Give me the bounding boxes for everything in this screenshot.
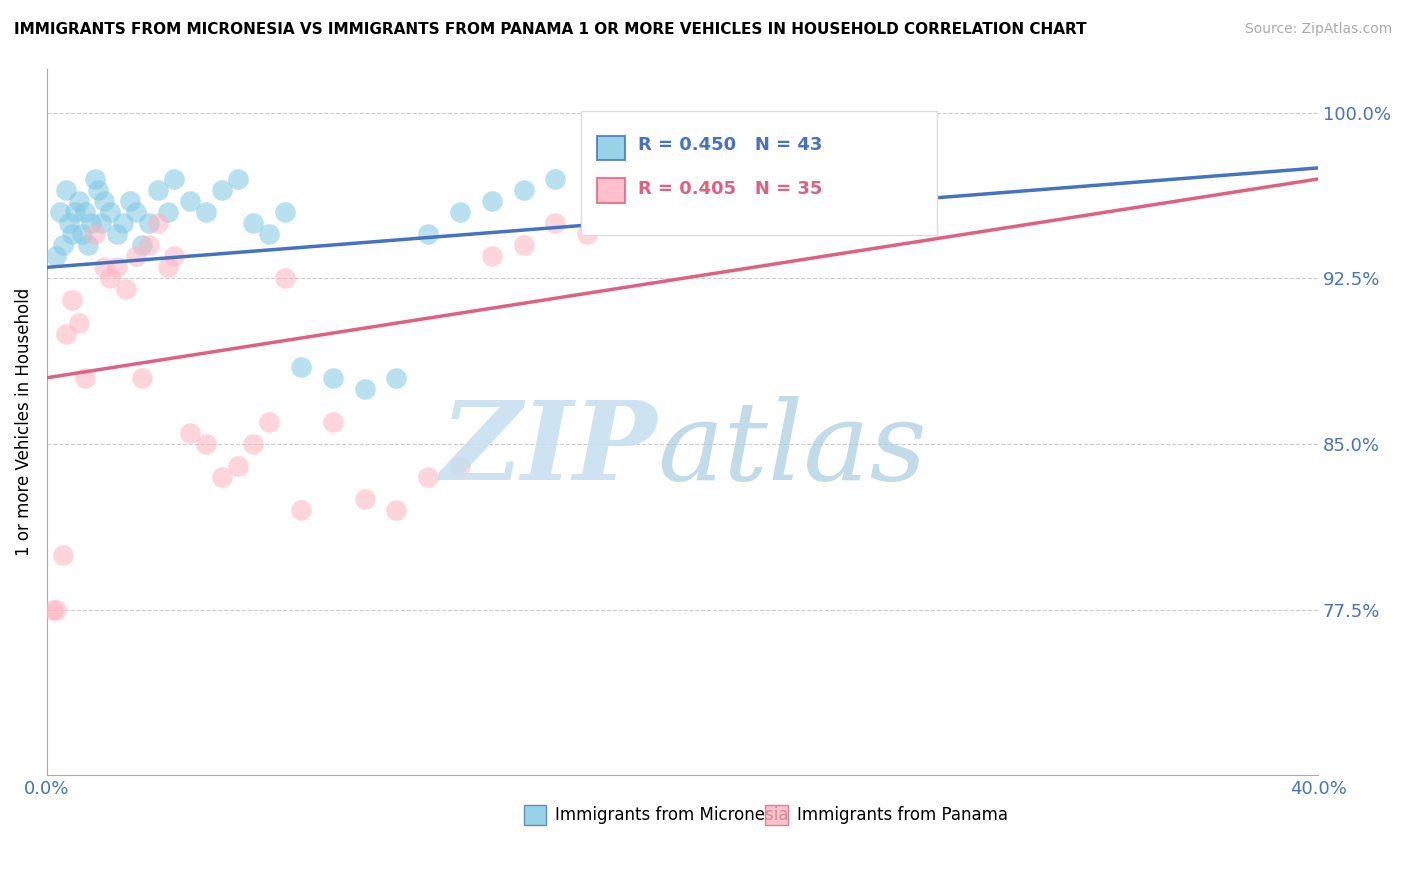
Point [73,205,96,219]
Point [156,205,179,219]
Point [163,172,186,186]
Point [274,205,297,219]
Point [60,227,83,242]
Point [93,194,115,208]
Point [226,459,249,474]
Point [242,437,264,451]
Point [353,492,375,507]
Point [544,172,567,186]
Point [83,172,105,186]
Point [77,238,100,252]
FancyBboxPatch shape [598,178,626,202]
Point [105,227,128,242]
Point [156,260,179,275]
Point [138,238,160,252]
Point [290,503,312,517]
Point [322,415,344,429]
Point [105,260,128,275]
Text: Source: ZipAtlas.com: Source: ZipAtlas.com [1244,22,1392,37]
Point [259,227,281,242]
Text: ZIP: ZIP [440,396,657,504]
Point [115,282,138,296]
Point [112,216,135,230]
Point [211,470,233,484]
Point [226,172,249,186]
Point [55,183,77,197]
Point [65,205,87,219]
Point [385,371,408,385]
Text: R = 0.405   N = 35: R = 0.405 N = 35 [638,179,823,197]
Point [45,249,67,263]
Point [146,216,169,230]
Point [481,194,503,208]
Point [90,216,112,230]
Point [131,371,153,385]
Point [194,205,217,219]
Point [118,194,141,208]
Point [512,238,534,252]
Point [146,183,169,197]
Point [60,293,83,308]
Text: IMMIGRANTS FROM MICRONESIA VS IMMIGRANTS FROM PANAMA 1 OR MORE VEHICLES IN HOUSE: IMMIGRANTS FROM MICRONESIA VS IMMIGRANTS… [14,22,1087,37]
Point [385,503,408,517]
Text: Immigrants from Micronesia: Immigrants from Micronesia [555,806,789,824]
Point [576,227,599,242]
Point [93,260,115,275]
Point [52,548,75,562]
Point [131,238,153,252]
Point [290,359,312,374]
Point [67,194,90,208]
Point [194,437,217,451]
Point [242,216,264,230]
Point [418,470,440,484]
Point [67,316,90,330]
Point [481,249,503,263]
Point [449,459,471,474]
Point [87,183,110,197]
Point [100,205,122,219]
Point [418,227,440,242]
Point [607,194,630,208]
Point [100,271,122,285]
Point [58,216,80,230]
Point [70,227,93,242]
Point [48,205,70,219]
FancyBboxPatch shape [765,805,787,825]
Point [42,603,65,617]
Point [80,216,103,230]
Point [322,371,344,385]
Point [83,227,105,242]
Point [125,249,148,263]
Text: atlas: atlas [657,396,927,504]
Point [179,194,201,208]
Point [259,415,281,429]
Point [125,205,148,219]
Point [55,326,77,341]
FancyBboxPatch shape [598,136,626,161]
FancyBboxPatch shape [581,111,936,235]
Point [544,216,567,230]
Text: Immigrants from Panama: Immigrants from Panama [797,806,1008,824]
Point [163,249,186,263]
Point [353,382,375,396]
Point [512,183,534,197]
Point [73,371,96,385]
Point [211,183,233,197]
Text: R = 0.450   N = 43: R = 0.450 N = 43 [638,136,823,153]
Point [449,205,471,219]
Y-axis label: 1 or more Vehicles in Household: 1 or more Vehicles in Household [15,288,32,556]
Point [138,216,160,230]
Point [179,425,201,440]
Point [45,603,67,617]
FancyBboxPatch shape [523,805,547,825]
Point [274,271,297,285]
Point [52,238,75,252]
